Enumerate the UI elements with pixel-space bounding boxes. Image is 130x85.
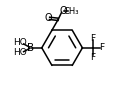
Text: F: F [90, 53, 96, 62]
Text: O: O [59, 6, 67, 16]
Text: F: F [99, 43, 105, 52]
Text: O: O [44, 13, 52, 23]
Text: HO: HO [13, 39, 27, 48]
Text: CH₃: CH₃ [63, 7, 79, 16]
Text: F: F [90, 34, 96, 43]
Text: HO: HO [13, 48, 27, 57]
Text: B: B [27, 43, 34, 53]
